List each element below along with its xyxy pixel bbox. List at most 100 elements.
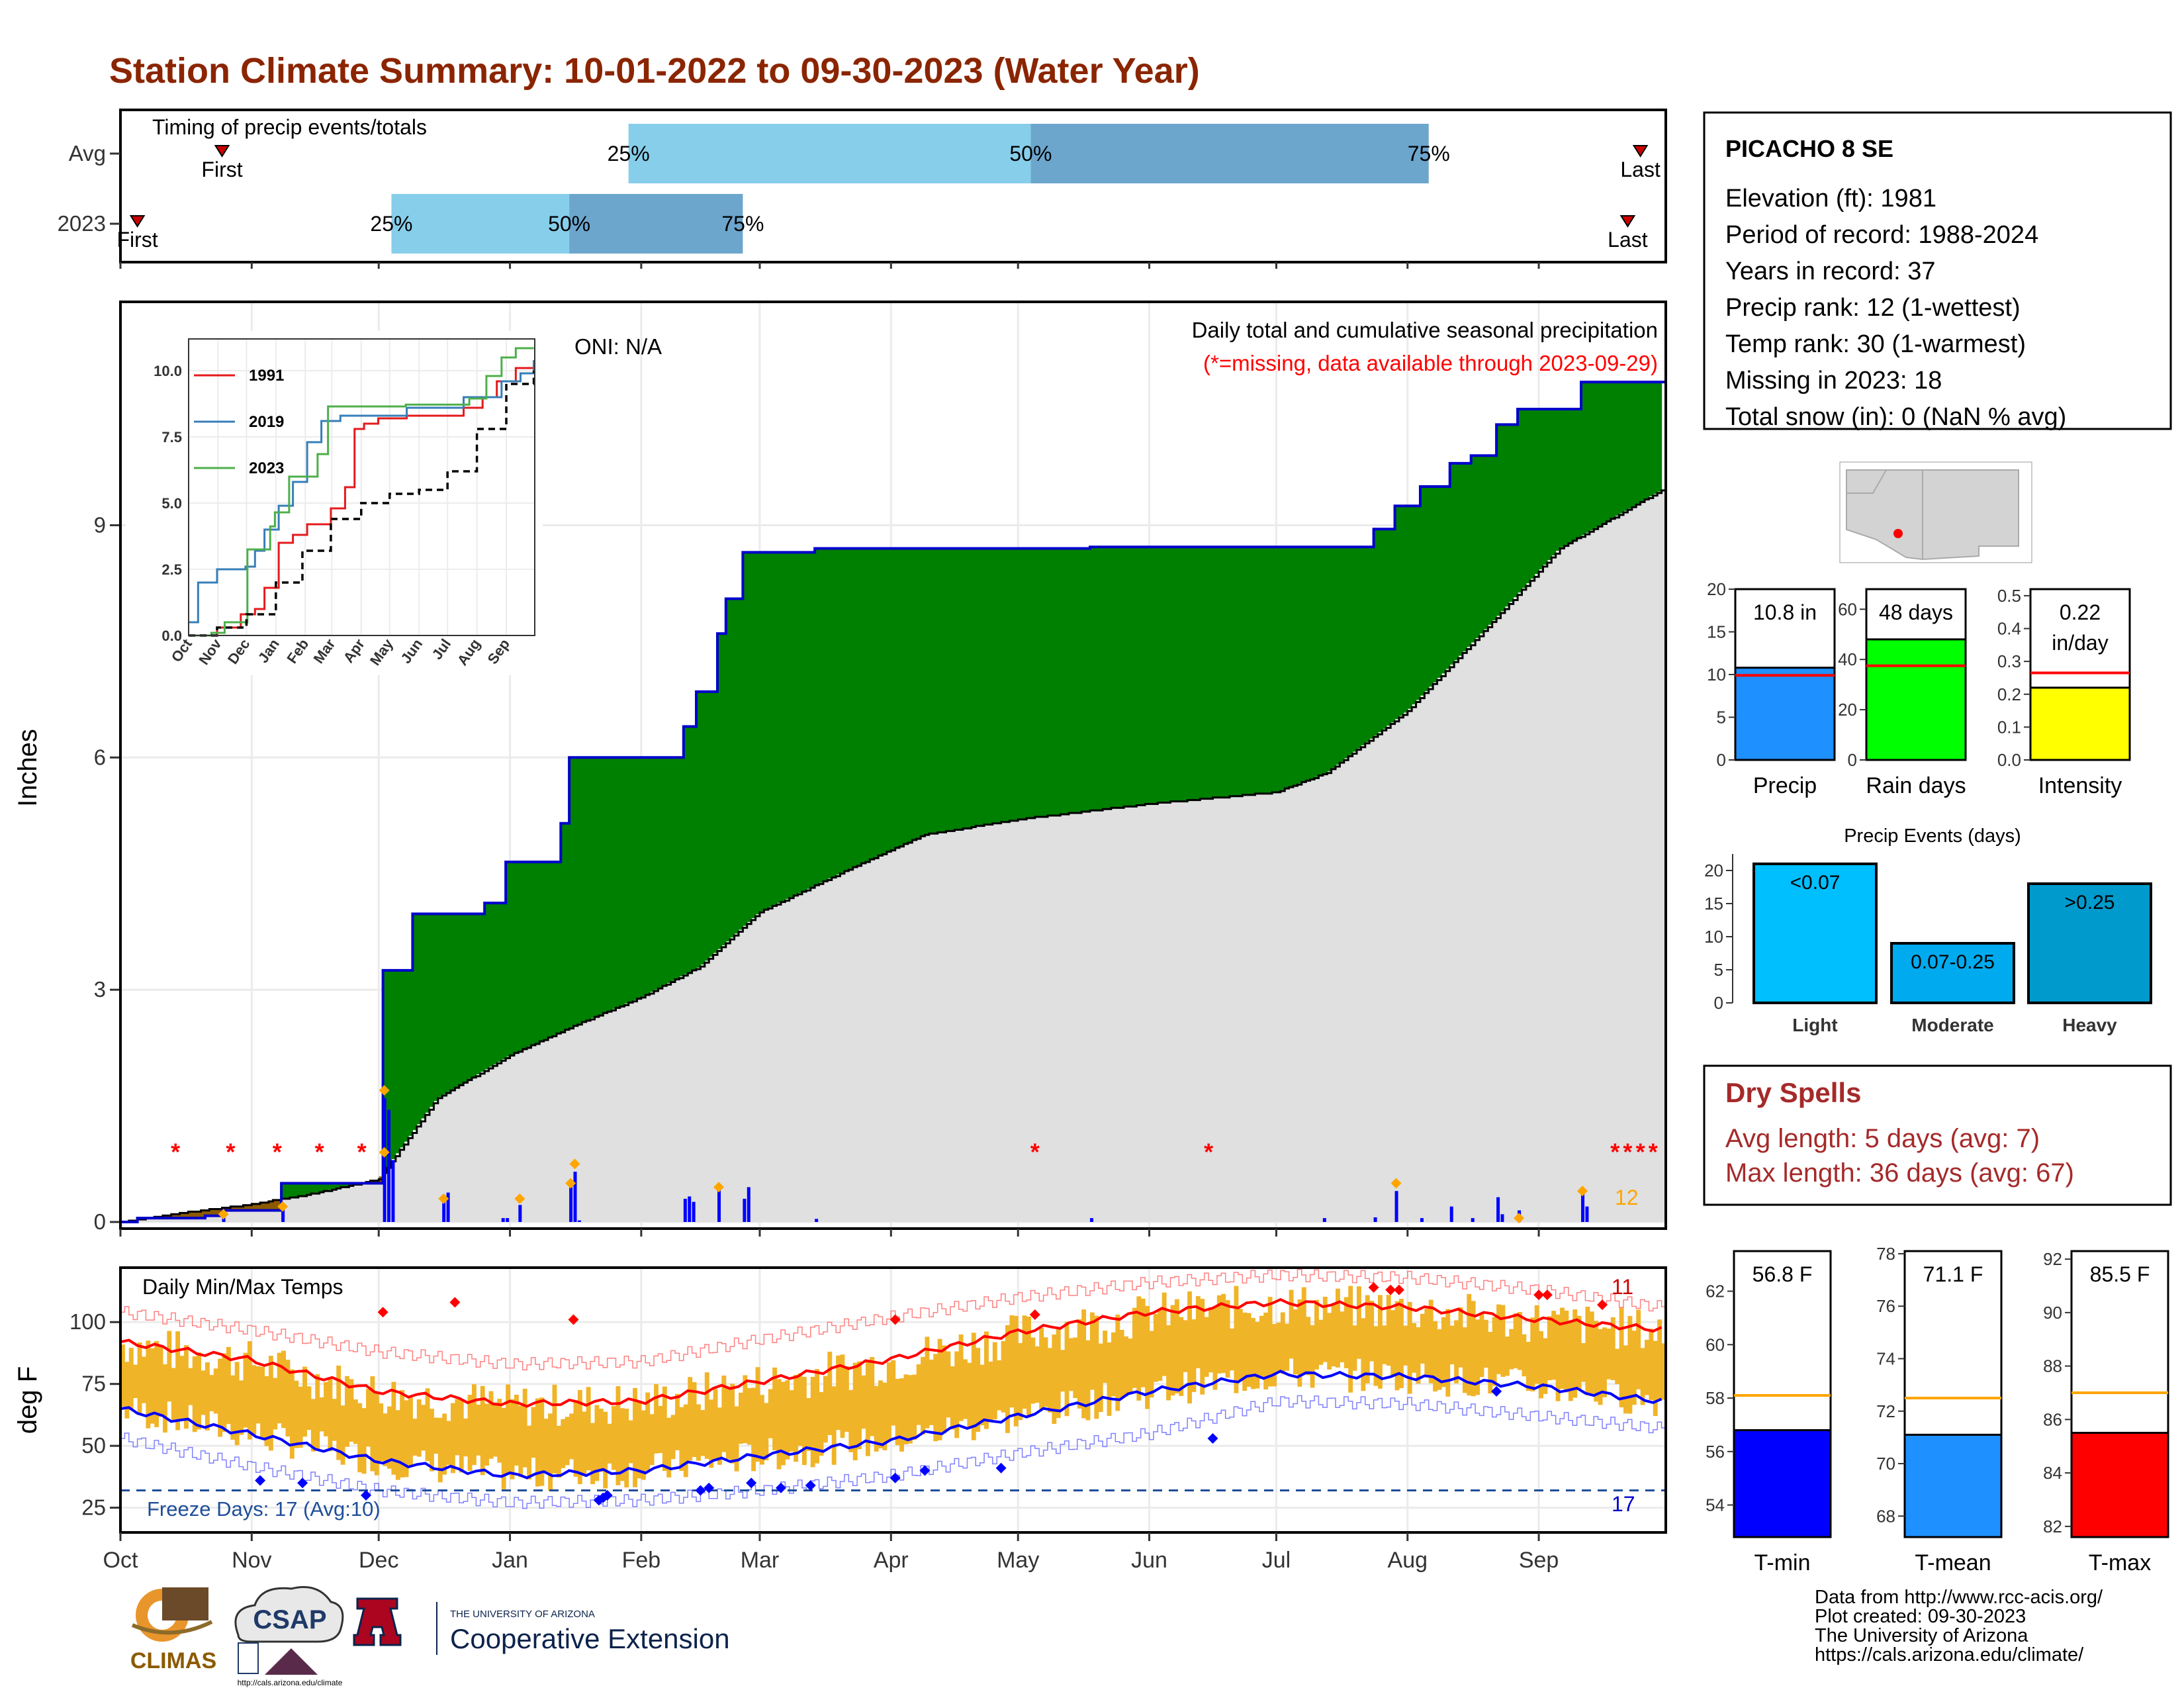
above-normal-area [852,548,858,867]
daily-precip-bar [501,1218,505,1222]
summary-ytick-label: 0 [1848,750,1857,770]
above-normal-area [717,633,723,949]
above-normal-area [1433,486,1438,682]
precip-ytick-label: 9 [94,512,106,537]
above-normal-area [535,862,540,1043]
above-normal-area [1377,529,1383,733]
above-normal-area [764,552,769,910]
above-normal-area [294,1183,299,1197]
university-name-small: THE UNIVERSITY OF ARIZONA [450,1609,595,1620]
daily-temp-bar [281,1350,286,1429]
above-normal-area [404,970,409,1142]
above-normal-area [1403,506,1408,713]
daily-temp-bar [607,1423,612,1464]
daily-temp-bar [328,1377,333,1452]
above-normal-area [450,914,455,1090]
above-normal-area [336,1183,341,1188]
summary-value-label: 48 days [1879,600,1953,624]
below-normal-area [209,1209,214,1216]
above-normal-area [1500,424,1506,612]
month-axis-label: Oct [103,1548,138,1573]
daily-temp-bar [590,1423,595,1485]
above-normal-area [1606,382,1612,521]
daily-temp-bar [492,1402,498,1457]
inset-series-line [189,347,534,637]
daily-temp-bar [1424,1308,1430,1378]
summary-bar [2070,1432,2169,1538]
above-normal-area [565,823,570,1030]
daily-temp-bar [374,1393,379,1476]
below-normal-area [268,1201,273,1211]
month-axis-label: Jan [492,1548,528,1573]
daily-temp-bar [734,1406,739,1472]
above-normal-area [1407,506,1412,709]
above-normal-area [1653,382,1658,494]
station-line: Total snow (in): 0 (NaN % avg) [1725,403,2066,431]
above-normal-area [387,970,392,1165]
above-normal-area [848,548,854,869]
below-normal-area [201,1210,206,1219]
summary-category-label: Intensity [2038,773,2122,798]
daily-temp-bar [1263,1312,1269,1390]
temp-ytick-label: 50 [81,1433,106,1458]
daily-temp-bar [1420,1313,1425,1364]
daily-temp-bar [823,1376,828,1443]
locator-map [1839,461,2032,563]
daily-temp-bar [1627,1316,1633,1414]
above-normal-area [433,914,439,1102]
above-normal-area [1208,547,1214,798]
daily-temp-bar [273,1378,278,1430]
daily-temp-bar [1208,1307,1213,1373]
above-normal-area [573,757,578,1026]
above-normal-area [577,757,582,1024]
daily-temp-bar [891,1360,896,1426]
above-normal-area [437,914,443,1097]
inset-ytick-label: 7.5 [161,429,182,445]
above-normal-area [1336,547,1341,765]
daily-temp-bar [886,1362,891,1440]
above-normal-area [1483,455,1488,630]
daily-temp-bar [1357,1286,1361,1359]
daily-temp-bar [1111,1332,1116,1397]
daily-temp-bar [260,1366,265,1438]
daily-temp-bar [1373,1326,1379,1386]
daily-temp-bar [302,1366,307,1437]
daily-temp-bar [654,1383,659,1454]
daily-temp-bar [1340,1311,1345,1362]
above-normal-area [1085,548,1091,812]
daily-temp-bar [899,1378,904,1452]
inset-ytick-label: 2.5 [161,561,182,578]
above-normal-area [1657,382,1662,492]
daily-temp-bar [1124,1336,1129,1397]
dry-spells-title: Dry Spells [1725,1077,1861,1108]
daily-temp-bar [743,1375,748,1444]
above-normal-area [1462,463,1467,651]
daily-temp-bar [1433,1321,1438,1392]
above-normal-area [1564,409,1569,545]
daily-temp-bar [226,1346,231,1425]
above-normal-area [569,757,574,1028]
daily-temp-bar [1348,1286,1353,1393]
above-normal-area [1128,547,1133,806]
above-normal-area [1348,547,1353,755]
above-normal-area [1238,547,1243,796]
daily-temp-bar [383,1413,388,1466]
university-logo: THE UNIVERSITY OF ARIZONA Cooperative Ex… [353,1597,730,1655]
daily-temp-bar [976,1348,981,1432]
daily-precip-bar [747,1187,751,1222]
above-normal-area [395,970,400,1154]
daily-precip-bar [1394,1191,1398,1222]
daily-temp-bar [1475,1319,1480,1395]
above-normal-area [1200,547,1205,800]
above-normal-area [480,914,485,1072]
daily-temp-bar [582,1411,587,1476]
daily-temp-bar [1136,1296,1142,1401]
above-normal-area [459,914,464,1085]
oni-annotation: ONI: N/A [574,334,662,359]
above-normal-area [1187,547,1193,800]
daily-temp-bar [806,1398,811,1451]
daily-temp-bar [768,1389,773,1438]
summary-ytick-label: 82 [2043,1517,2062,1536]
above-normal-area [319,1183,324,1192]
above-normal-area [870,548,875,859]
